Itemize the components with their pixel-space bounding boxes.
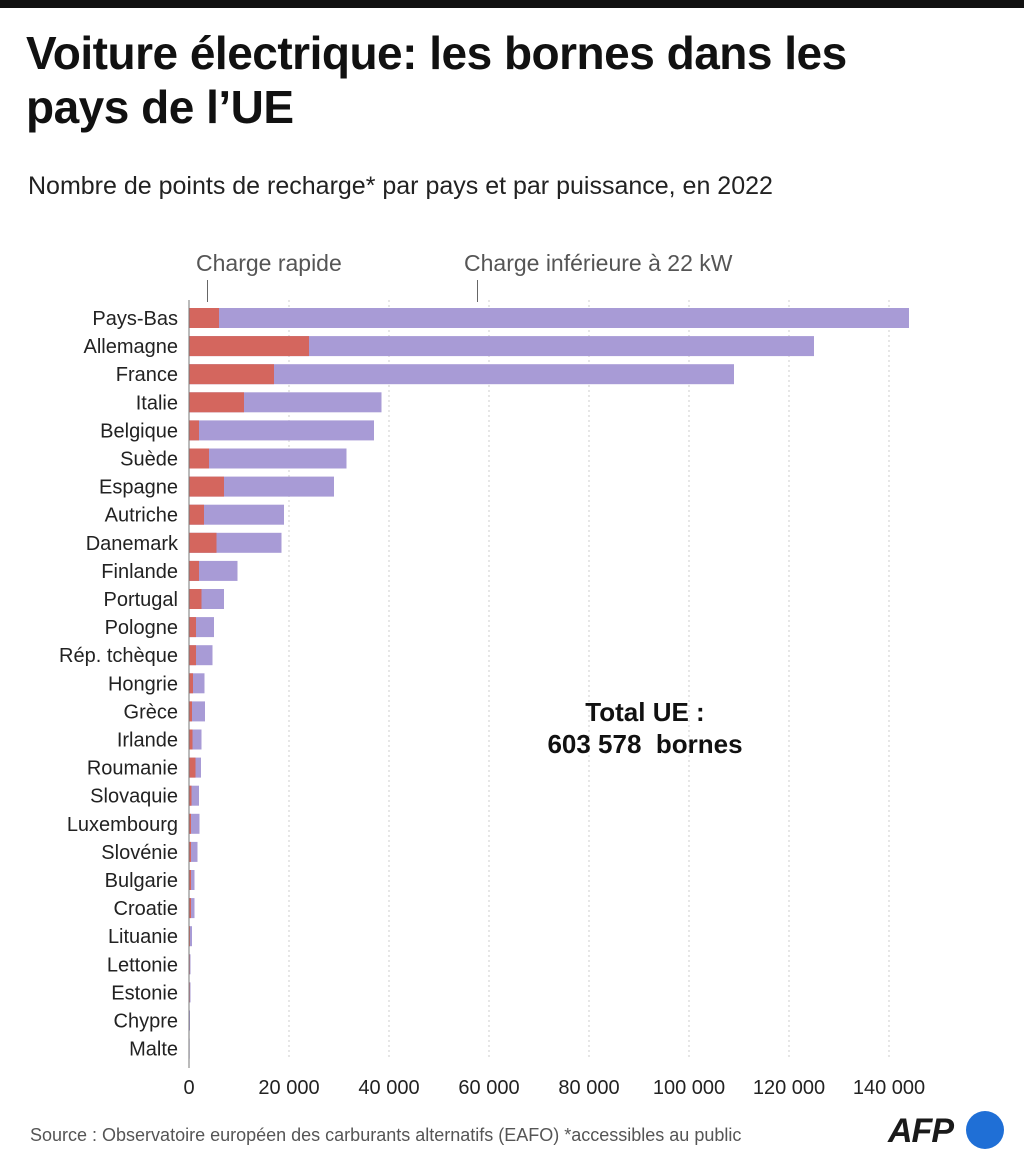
bar-slow-charge <box>189 898 195 919</box>
bar-fast-charge <box>189 841 191 862</box>
x-tick-label: 0 <box>183 1077 194 1099</box>
bar-fast-charge <box>189 476 224 497</box>
bar-slow-charge <box>189 926 192 947</box>
x-tick-label: 140 000 <box>853 1077 925 1099</box>
x-tick-label: 120 000 <box>753 1077 825 1099</box>
total-annotation: Total UE : 603 578 bornes <box>470 696 820 760</box>
country-label: Grèce <box>124 701 178 723</box>
country-label: Roumanie <box>87 758 178 780</box>
country-label: Slovaquie <box>90 786 178 808</box>
bar-fast-charge <box>189 364 274 385</box>
bar-fast-charge <box>189 560 199 581</box>
country-label: Suède <box>120 449 178 471</box>
bar-slow-charge <box>189 476 334 497</box>
bar-slow-charge <box>189 336 814 357</box>
legend-tick-fast <box>207 280 208 302</box>
country-label: Malte <box>129 1039 178 1061</box>
country-label: Bulgarie <box>105 870 178 892</box>
bar-slow-charge <box>189 364 734 385</box>
bar-fast-charge <box>189 617 196 638</box>
country-label: Allemagne <box>83 336 178 358</box>
bar-fast-charge <box>189 673 193 694</box>
country-label: Irlande <box>117 730 178 752</box>
country-label: Italie <box>136 392 178 414</box>
bar-fast-charge <box>189 870 191 890</box>
x-tick-label: 60 000 <box>458 1077 519 1099</box>
legend-label-slow: Charge inférieure à 22 kW <box>464 250 733 276</box>
country-label: Hongrie <box>108 673 178 695</box>
bar-slow-charge <box>189 504 284 525</box>
bar-slow-charge <box>189 813 200 834</box>
afp-logo: AFP <box>888 1108 1004 1154</box>
legend-tick-slow <box>477 280 478 302</box>
bar-fast-charge <box>189 645 196 666</box>
bar-slow-charge <box>189 448 347 469</box>
x-tick-label: 40 000 <box>358 1077 419 1099</box>
afp-logo-dot <box>966 1111 1004 1149</box>
country-label: Autriche <box>105 505 178 527</box>
legend-label-fast: Charge rapide <box>196 250 342 276</box>
country-label: Portugal <box>104 589 179 611</box>
country-label: France <box>116 364 178 386</box>
bar-fast-charge <box>189 785 192 806</box>
country-label: Pologne <box>105 617 178 639</box>
country-label: Finlande <box>101 561 178 583</box>
bar-fast-charge <box>189 504 204 525</box>
bar-slow-charge <box>189 841 198 862</box>
total-annotation-line1: Total UE : <box>585 697 705 727</box>
bar-fast-charge <box>189 729 193 750</box>
bar-fast-charge <box>189 813 191 834</box>
bar-fast-charge <box>189 448 209 469</box>
bar-slow-charge <box>189 785 199 806</box>
bar-slow-charge <box>189 308 909 328</box>
country-label: Luxembourg <box>67 814 178 836</box>
afp-logo-text: AFP <box>888 1112 954 1150</box>
bar-slow-charge <box>189 420 374 441</box>
x-tick-label: 80 000 <box>558 1077 619 1099</box>
chart-title: Voiture électrique: les bornes dans les … <box>26 27 847 133</box>
country-label: Estonie <box>111 982 178 1004</box>
bar-fast-charge <box>189 392 244 413</box>
country-label: Croatie <box>114 898 178 920</box>
bar-fast-charge <box>189 308 219 328</box>
bar-fast-charge <box>189 532 217 553</box>
country-label: Lituanie <box>108 926 178 948</box>
source-note: Source : Observatoire européen des carbu… <box>30 1125 742 1145</box>
country-label: Belgique <box>100 420 178 442</box>
bar-fast-charge <box>189 757 196 778</box>
top-rule <box>0 0 1024 8</box>
country-label: Danemark <box>86 533 179 555</box>
bar-fast-charge <box>189 420 199 441</box>
bar-fast-charge <box>189 898 191 919</box>
country-label: Chypre <box>114 1011 178 1033</box>
x-tick-label: 100 000 <box>653 1077 725 1099</box>
country-label: Lettonie <box>107 954 178 976</box>
total-annotation-line2: 603 578 bornes <box>547 729 743 759</box>
bar-fast-charge <box>189 589 202 609</box>
bar-slow-charge <box>189 560 238 581</box>
country-label: Slovénie <box>101 842 178 864</box>
x-tick-label: 20 000 <box>258 1077 319 1099</box>
bar-fast-charge <box>189 336 309 357</box>
country-label: Pays-Bas <box>92 308 178 330</box>
bar-slow-charge <box>189 701 205 722</box>
chart-subtitle: Nombre de points de recharge* par pays e… <box>28 172 773 200</box>
country-label: Espagne <box>99 477 178 499</box>
country-label: Rép. tchèque <box>59 645 178 667</box>
bar-fast-charge <box>189 701 192 722</box>
bar-slow-charge <box>189 870 195 890</box>
